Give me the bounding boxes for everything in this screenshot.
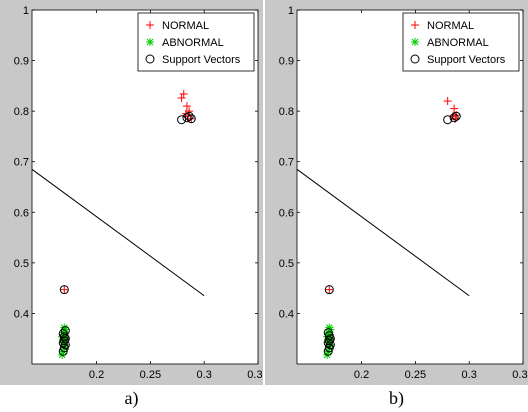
y-tick-label: 0.6 — [14, 207, 29, 219]
support-vectors-point — [59, 285, 69, 295]
legend-label: NORMAL — [427, 20, 474, 32]
normal-point — [177, 93, 186, 102]
legend-label: NORMAL — [162, 20, 209, 32]
chart-panel-b: 0.4 0.5 0.6 0.7 0.8 0.9 1 0.2 0.25 0.3 0.35 NORMAL A… — [265, 0, 528, 412]
legend-marker — [146, 38, 154, 46]
legend-marker — [411, 21, 419, 29]
support-vectors-point — [323, 346, 333, 356]
y-tick-label: 1 — [23, 5, 29, 17]
legend-label: ABNORMAL — [162, 37, 224, 49]
support-vectors-point — [325, 340, 335, 350]
legend-marker — [146, 21, 154, 29]
y-tick-label: 0.5 — [14, 258, 29, 270]
y-tick-label: 0.7 — [14, 157, 29, 169]
normal-point — [325, 285, 334, 294]
x-tick-label: 0.25 — [405, 369, 426, 381]
x-tick-label: 0.35 — [247, 369, 263, 381]
legend-marker — [145, 54, 155, 64]
decision-boundary — [31, 168, 205, 297]
y-tick-label: 0.4 — [279, 308, 294, 320]
y-tick-label: 0.8 — [279, 106, 294, 118]
support-vectors-point — [323, 328, 333, 338]
x-tick-label: 0.2 — [354, 369, 369, 381]
normal-point — [450, 104, 459, 113]
legend-box — [402, 12, 520, 72]
support-vectors-point — [451, 111, 461, 121]
y-tick-label: 0.5 — [279, 258, 294, 270]
support-vectors-point — [443, 115, 453, 125]
x-tick-label: 0.3 — [462, 369, 477, 381]
normal-point — [179, 89, 188, 98]
x-tick-label: 0.25 — [140, 369, 161, 381]
caption-a: a) — [124, 388, 139, 408]
legend-box — [137, 12, 255, 72]
support-vectors-point — [449, 113, 459, 123]
normal-point — [182, 102, 191, 111]
y-tick-label: 0.9 — [14, 56, 29, 68]
scatter-plot-b: 0.4 0.5 0.6 0.7 0.8 0.9 1 0.2 0.25 0.3 0.35 NORMAL A… — [265, 0, 528, 385]
normal-point — [443, 97, 452, 106]
support-vectors-point — [324, 285, 334, 295]
support-vectors-point — [177, 115, 187, 125]
caption-b: b) — [389, 388, 404, 408]
x-tick-label: 0.35 — [512, 369, 528, 381]
x-tick-label: 0.2 — [89, 369, 104, 381]
legend-label: ABNORMAL — [427, 37, 489, 49]
support-vectors-point — [59, 336, 69, 346]
y-tick-label: 0.6 — [279, 207, 294, 219]
support-vectors-point — [60, 326, 70, 336]
support-vectors-point — [182, 113, 192, 123]
y-tick-label: 0.7 — [279, 157, 294, 169]
legend-marker — [410, 54, 420, 64]
x-tick-label: 0.3 — [197, 369, 212, 381]
support-vectors-point — [186, 114, 196, 124]
normal-point — [60, 285, 69, 294]
legend-label: Support Vectors — [427, 54, 506, 66]
support-vectors-point — [58, 329, 68, 339]
support-vectors-point — [58, 346, 68, 356]
chart-panel-a: 0.4 0.5 0.6 0.7 0.8 0.9 1 0.2 0.25 0.3 0.35 NORMAL A… — [0, 0, 263, 412]
y-tick-label: 0.9 — [279, 56, 294, 68]
y-tick-label: 0.8 — [14, 106, 29, 118]
support-vectors-point — [184, 111, 194, 121]
y-tick-label: 0.4 — [14, 308, 29, 320]
y-tick-label: 1 — [288, 5, 294, 17]
legend-marker — [411, 38, 419, 46]
legend-label: Support Vectors — [162, 54, 241, 66]
scatter-plot-a: 0.4 0.5 0.6 0.7 0.8 0.9 1 0.2 0.25 0.3 0.35 NORMAL A… — [0, 0, 263, 385]
decision-boundary — [296, 168, 470, 297]
